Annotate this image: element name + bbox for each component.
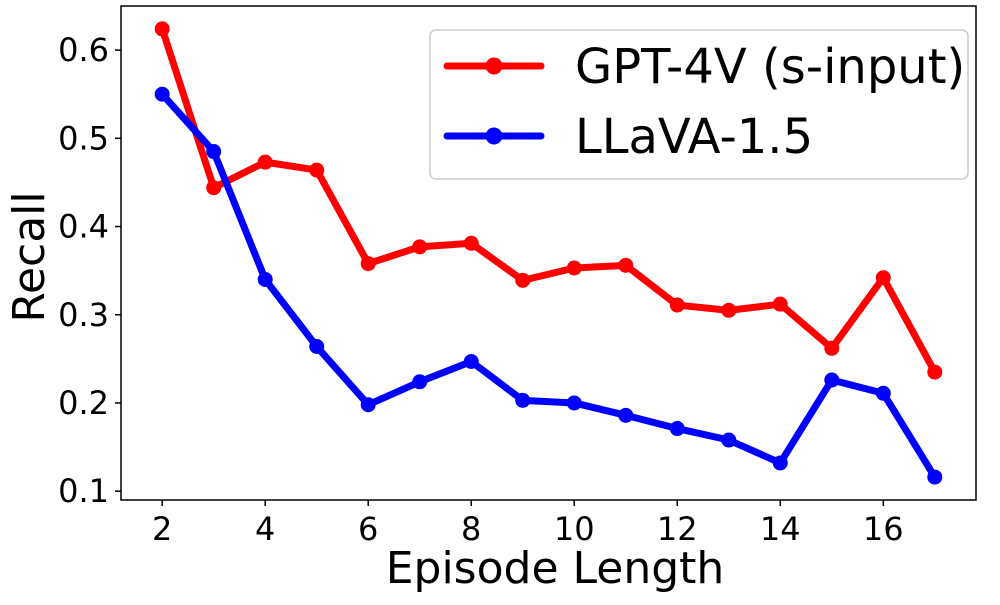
data-point bbox=[515, 392, 531, 408]
data-point bbox=[772, 455, 788, 471]
legend-item: LLaVA-1.5 bbox=[443, 109, 813, 165]
data-point bbox=[927, 364, 943, 380]
y-tick-label: 0.1 bbox=[58, 472, 109, 510]
x-tick-label: 6 bbox=[358, 510, 378, 548]
axis-ticks: 2 4 6 8 10 12 14 16 0.1 0.2 0.3 0.4 0.5 0.6 bbox=[58, 31, 904, 548]
x-tick-label: 12 bbox=[657, 510, 698, 548]
series-llava-1-5 bbox=[154, 86, 943, 485]
data-point bbox=[618, 407, 634, 423]
legend-swatch-marker bbox=[485, 127, 503, 145]
legend: GPT-4V (s-input) LLaVA-1.5 bbox=[429, 29, 969, 180]
y-tick-label: 0.6 bbox=[58, 31, 109, 69]
series-gpt-4v-s-input bbox=[154, 21, 943, 380]
data-point bbox=[721, 432, 737, 448]
x-tick-label: 10 bbox=[554, 510, 595, 548]
legend-item: GPT-4V (s-input) bbox=[443, 39, 965, 95]
data-point bbox=[824, 340, 840, 356]
x-tick-label: 8 bbox=[461, 510, 481, 548]
y-axis-label: Recall bbox=[4, 191, 55, 322]
legend-swatch-marker bbox=[485, 57, 503, 75]
data-point bbox=[412, 374, 428, 390]
series-layer bbox=[154, 21, 943, 485]
data-point bbox=[669, 421, 685, 437]
x-tick-label: 2 bbox=[152, 510, 172, 548]
data-point bbox=[257, 271, 273, 287]
data-point bbox=[412, 239, 428, 255]
data-point bbox=[515, 272, 531, 288]
data-point bbox=[566, 260, 582, 276]
data-point bbox=[927, 469, 943, 485]
y-tick-label: 0.4 bbox=[58, 208, 109, 246]
y-tick-label: 0.3 bbox=[58, 296, 109, 334]
data-point bbox=[824, 372, 840, 388]
x-axis-label: Episode Length bbox=[386, 543, 725, 594]
series-line bbox=[158, 25, 939, 376]
data-point bbox=[669, 297, 685, 313]
data-point bbox=[360, 256, 376, 272]
data-point bbox=[206, 180, 222, 196]
data-point bbox=[257, 154, 273, 170]
data-point bbox=[154, 86, 170, 102]
legend-label: LLaVA-1.5 bbox=[575, 109, 813, 165]
legend-label: GPT-4V (s-input) bbox=[575, 39, 965, 95]
data-point bbox=[875, 270, 891, 286]
data-point bbox=[309, 162, 325, 178]
data-point bbox=[463, 354, 479, 370]
data-point bbox=[463, 235, 479, 251]
plot-frame bbox=[120, 5, 977, 501]
data-point bbox=[618, 257, 634, 273]
data-point bbox=[566, 395, 582, 411]
x-tick-label: 4 bbox=[255, 510, 275, 548]
series-line bbox=[158, 90, 939, 481]
x-tick-label: 16 bbox=[863, 510, 904, 548]
legend-box bbox=[429, 29, 969, 180]
data-point bbox=[154, 21, 170, 37]
data-point bbox=[360, 397, 376, 413]
data-point bbox=[772, 296, 788, 312]
y-tick-label: 0.2 bbox=[58, 384, 109, 422]
data-point bbox=[309, 339, 325, 355]
data-point bbox=[206, 144, 222, 160]
y-tick-label: 0.5 bbox=[58, 119, 109, 157]
data-point bbox=[721, 302, 737, 318]
x-tick-label: 14 bbox=[760, 510, 801, 548]
data-point bbox=[875, 385, 891, 401]
